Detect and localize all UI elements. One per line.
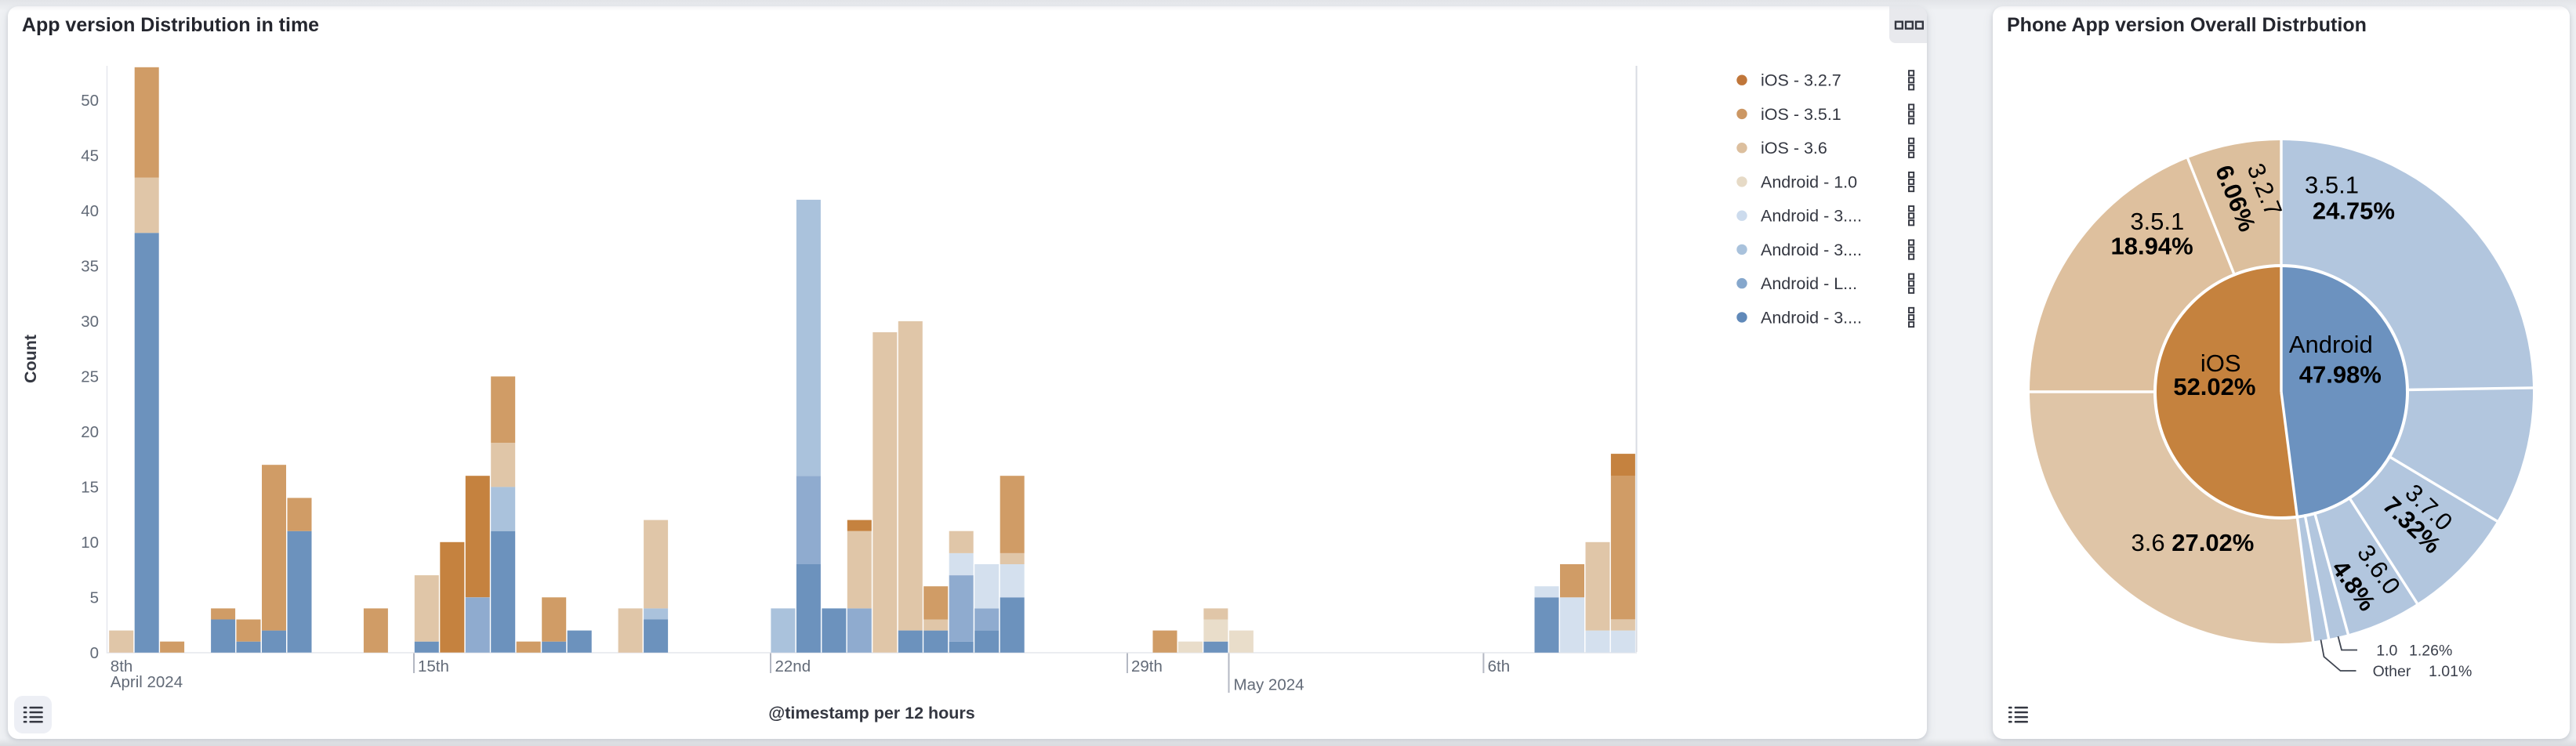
svg-text:iOS - 3.6: iOS - 3.6 [1761, 139, 1827, 158]
svg-text:iOS - 3.5.1: iOS - 3.5.1 [1761, 105, 1841, 124]
svg-text:Android - L...: Android - L... [1761, 274, 1857, 293]
svg-text:24.75%: 24.75% [2313, 197, 2395, 224]
svg-text:5: 5 [90, 588, 99, 607]
svg-text:47.98%: 47.98% [2299, 361, 2382, 389]
svg-text:App version Distribution in ti: App version Distribution in time [22, 14, 319, 36]
svg-text:15th: 15th [418, 657, 449, 675]
svg-text:22nd: 22nd [775, 657, 811, 675]
svg-text:May 2024: May 2024 [1234, 676, 1304, 694]
svg-text:0: 0 [90, 644, 99, 662]
svg-text:Android - 3....: Android - 3.... [1761, 308, 1862, 327]
svg-text:Android - 3....: Android - 3.... [1761, 207, 1862, 226]
svg-text:1.01%: 1.01% [2429, 663, 2472, 680]
svg-text:iOS - 3.2.7: iOS - 3.2.7 [1761, 71, 1841, 90]
svg-text:Count: Count [21, 335, 40, 383]
svg-text:Android - 3....: Android - 3.... [1761, 241, 1862, 259]
svg-text:8th: 8th [111, 657, 133, 675]
svg-text:20: 20 [81, 423, 99, 441]
svg-text:3.6 27.02%: 3.6 27.02% [2132, 529, 2255, 556]
svg-text:1.0: 1.0 [2376, 643, 2397, 660]
svg-text:15: 15 [81, 478, 99, 496]
svg-text:18.94%: 18.94% [2111, 232, 2193, 259]
svg-text:40: 40 [81, 202, 99, 220]
svg-text:10: 10 [81, 534, 99, 552]
svg-text:52.02%: 52.02% [2173, 373, 2255, 400]
svg-text:3.5.1: 3.5.1 [2305, 172, 2359, 199]
svg-text:45: 45 [81, 147, 99, 165]
svg-text:@timestamp per 12 hours: @timestamp per 12 hours [768, 704, 975, 722]
svg-text:50: 50 [81, 92, 99, 110]
svg-text:Other: Other [2373, 663, 2411, 680]
svg-text:Android - 1.0: Android - 1.0 [1761, 172, 1857, 191]
svg-text:Phone App version Overall Dist: Phone App version Overall Distrbution [2007, 14, 2367, 36]
svg-text:35: 35 [81, 258, 99, 276]
svg-text:25: 25 [81, 368, 99, 386]
svg-text:3.5.1: 3.5.1 [2130, 208, 2184, 235]
svg-text:1.26%: 1.26% [2409, 643, 2452, 660]
svg-text:Android: Android [2289, 331, 2373, 358]
svg-text:29th: 29th [1131, 657, 1163, 675]
svg-text:April 2024: April 2024 [111, 673, 183, 691]
svg-text:iOS: iOS [2200, 349, 2241, 377]
svg-text:30: 30 [81, 313, 99, 331]
svg-text:6th: 6th [1488, 657, 1511, 675]
